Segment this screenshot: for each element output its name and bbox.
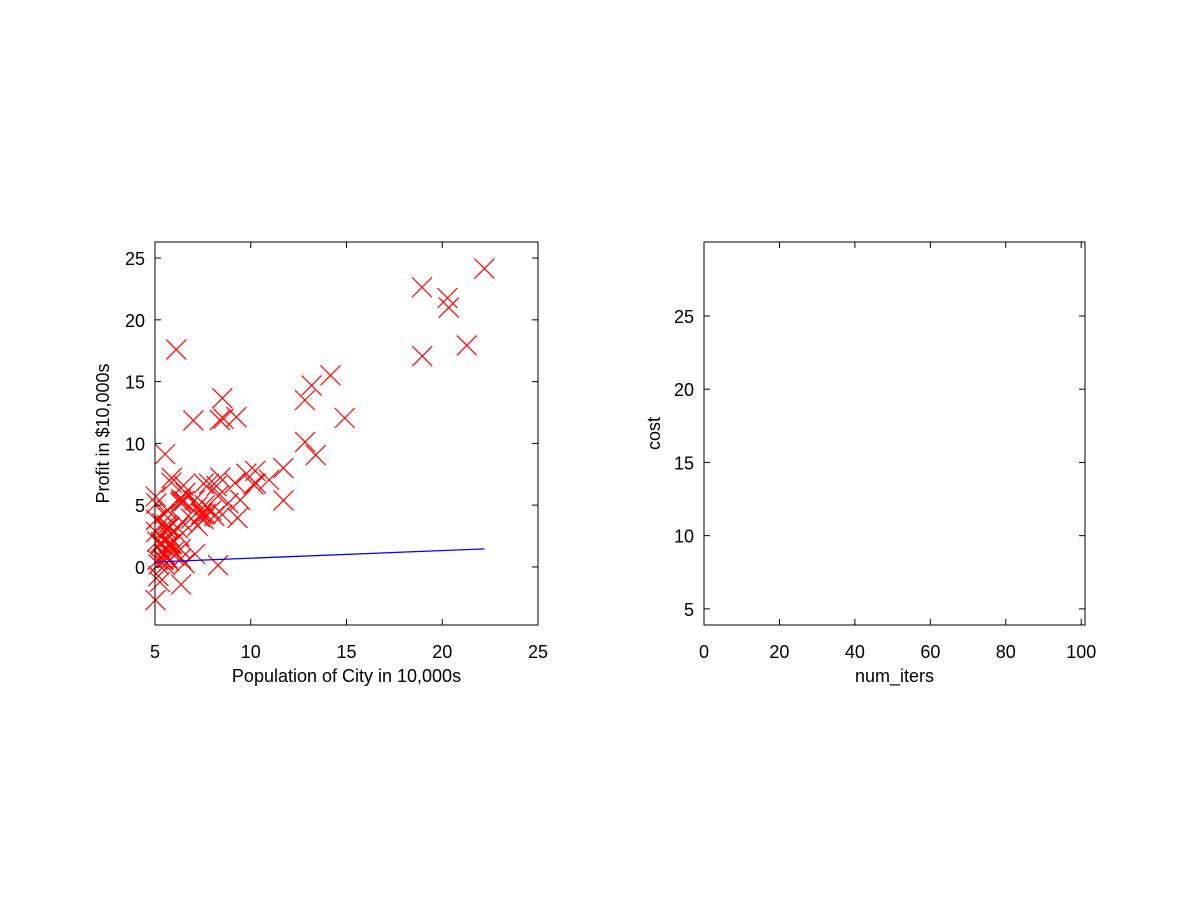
y-tick-label: 20 <box>674 380 694 400</box>
data-point-x-marker <box>169 492 191 514</box>
x-tick-label: 60 <box>920 642 940 662</box>
plot-1: 5 10 15 20 25 0 5 10 15 20 25 Population of City in… <box>93 241 548 686</box>
y-tick-label: 20 <box>125 311 145 331</box>
data-point-x-marker <box>161 472 182 494</box>
data-point-x-marker <box>156 499 178 521</box>
data-point-x-marker <box>211 387 233 409</box>
data-point-x-marker <box>151 513 173 534</box>
data-point-x-marker <box>320 364 341 386</box>
data-point-x-marker <box>225 406 247 428</box>
data-point-x-marker <box>193 473 215 494</box>
data-point-x-marker <box>150 531 172 553</box>
data-point-x-marker <box>173 490 195 512</box>
data-point-x-marker <box>149 571 171 593</box>
data-point-x-marker <box>224 472 246 494</box>
data-point-x-marker <box>213 408 234 430</box>
data-point-x-marker <box>168 525 190 547</box>
axes-box <box>703 241 1086 626</box>
plot-2: 0 20 40 60 80 100 5 10 15 20 25 num_iters cost <box>644 241 1096 687</box>
x-tick-label: 25 <box>528 642 548 662</box>
data-point-x-marker <box>242 473 264 495</box>
y-tick-label: 25 <box>674 307 694 327</box>
x-axis-label: num_iters <box>855 666 934 687</box>
data-point-x-marker <box>165 339 187 361</box>
data-point-x-marker <box>273 489 294 511</box>
data-point-x-marker <box>193 508 215 530</box>
data-point-x-marker <box>195 503 216 525</box>
y-tick-label: 0 <box>135 558 145 578</box>
data-point-x-marker <box>145 486 167 507</box>
data-point-x-marker <box>211 504 233 525</box>
data-point-x-marker <box>411 345 433 367</box>
x-tick-label: 100 <box>1066 642 1096 662</box>
data-point-x-marker <box>170 548 192 569</box>
x-tick-label: 80 <box>996 642 1016 662</box>
x-tick-label: 5 <box>150 642 160 662</box>
data-point-x-marker <box>209 467 231 489</box>
data-point-x-marker <box>159 533 181 555</box>
data-point-x-marker <box>474 258 495 280</box>
data-point-x-marker <box>170 574 192 595</box>
data-point-x-marker <box>294 431 316 453</box>
data-point-x-marker <box>175 482 196 504</box>
data-point-x-marker <box>190 503 212 525</box>
x-tick-label: 15 <box>336 642 356 662</box>
y-tick-label: 5 <box>135 496 145 516</box>
data-point-x-marker <box>145 589 166 611</box>
data-point-x-marker <box>305 444 327 466</box>
data-point-x-marker <box>258 469 280 491</box>
data-point-x-marker <box>207 554 229 576</box>
data-point-x-marker <box>235 463 257 485</box>
y-tick-label: 15 <box>674 453 694 473</box>
data-point-x-marker <box>272 457 294 479</box>
data-point-x-marker <box>184 489 206 511</box>
data-point-x-marker <box>456 334 478 356</box>
data-point-x-marker <box>198 473 220 495</box>
x-tick-label: 20 <box>432 642 452 662</box>
y-tick-label: 25 <box>125 249 145 269</box>
x-tick-label: 10 <box>241 642 261 662</box>
data-point-x-marker <box>158 533 179 555</box>
data-point-x-marker <box>159 526 181 548</box>
data-point-x-marker <box>154 554 176 576</box>
data-point-x-marker <box>154 443 176 465</box>
regression-line <box>155 548 485 563</box>
data-point-x-marker <box>182 410 204 431</box>
data-point-x-marker <box>148 565 169 587</box>
data-point-x-marker <box>145 493 167 514</box>
data-point-x-marker <box>156 514 178 536</box>
x-tick-label: 40 <box>845 642 865 662</box>
y-tick-label: 15 <box>125 373 145 393</box>
y-axis-label: cost <box>644 417 664 450</box>
data-point-x-marker <box>217 492 239 514</box>
data-point-x-marker <box>294 389 316 411</box>
data-point-x-marker <box>438 297 460 319</box>
y-tick-label: 5 <box>684 600 694 620</box>
data-point-x-marker <box>161 467 183 489</box>
data-point-x-marker <box>207 485 229 507</box>
y-axis-label: Profit in $10,000s <box>93 363 113 503</box>
y-tick-label: 10 <box>125 434 145 454</box>
y-tick-label: 10 <box>674 527 694 547</box>
data-point-x-marker <box>227 507 248 529</box>
data-point-x-marker <box>301 374 322 396</box>
data-point-x-marker <box>334 407 356 429</box>
x-axis-label: Population of City in 10,000s <box>232 666 461 686</box>
data-point-x-marker <box>206 475 227 497</box>
x-tick-label: 20 <box>769 642 789 662</box>
data-point-x-marker <box>170 488 192 510</box>
data-point-x-marker <box>436 287 458 309</box>
x-tick-label: 0 <box>699 642 709 662</box>
data-point-x-marker <box>152 548 174 570</box>
axes-box <box>154 241 539 626</box>
data-point-x-marker <box>411 276 433 298</box>
